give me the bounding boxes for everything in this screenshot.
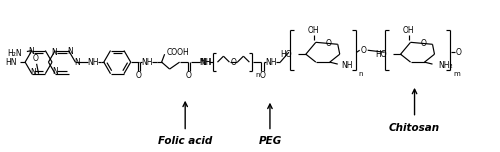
Text: N: N	[67, 47, 72, 56]
Text: N: N	[28, 47, 34, 56]
Text: OH: OH	[402, 26, 414, 35]
Text: NH: NH	[199, 58, 210, 67]
Text: O: O	[230, 58, 236, 67]
Text: O: O	[186, 71, 192, 81]
Text: H₂N: H₂N	[8, 49, 22, 58]
Text: N: N	[52, 48, 57, 57]
Text: O: O	[32, 54, 38, 63]
Text: n: n	[358, 71, 363, 77]
Text: NH₂: NH₂	[438, 61, 453, 70]
Text: HO: HO	[280, 50, 292, 59]
Text: PEG: PEG	[258, 136, 281, 146]
Text: Folic acid: Folic acid	[158, 136, 212, 146]
Text: HO: HO	[375, 50, 386, 59]
Text: NH: NH	[141, 58, 152, 67]
Text: NH: NH	[88, 58, 99, 67]
Text: COOH: COOH	[166, 48, 190, 57]
Text: O: O	[456, 48, 462, 57]
Text: m: m	[454, 71, 460, 77]
Text: NH: NH	[200, 58, 211, 67]
Text: O: O	[326, 39, 332, 48]
Text: H: H	[199, 58, 204, 64]
Text: Chitosan: Chitosan	[389, 123, 440, 133]
Text: O: O	[260, 71, 266, 81]
Text: N: N	[30, 68, 36, 77]
Text: NH: NH	[342, 61, 353, 70]
Text: HN: HN	[6, 58, 17, 67]
Text: n: n	[256, 72, 260, 78]
Text: NH: NH	[266, 58, 277, 67]
Text: OH: OH	[308, 26, 320, 35]
Text: O: O	[136, 71, 141, 81]
Text: O: O	[360, 46, 366, 55]
Text: N: N	[52, 67, 58, 76]
Text: N: N	[74, 58, 80, 67]
Text: O: O	[420, 39, 426, 48]
